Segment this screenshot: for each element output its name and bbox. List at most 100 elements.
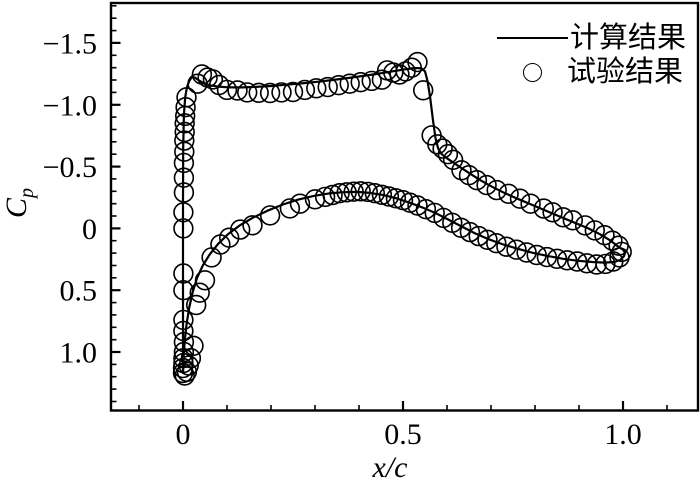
experimental-point — [350, 181, 371, 202]
legend-label-computed: 计算结果 — [570, 22, 687, 54]
experimental-point — [317, 76, 338, 98]
x-axis-label-text: x/c — [372, 451, 408, 484]
experimental-point — [216, 79, 238, 101]
experimental-point — [173, 263, 194, 284]
experimental-point — [173, 309, 194, 331]
y-tick-label: 0 — [82, 213, 97, 246]
experimental-point — [271, 82, 292, 103]
experimental-point — [385, 188, 407, 209]
x-axis-label: x/c — [330, 452, 450, 484]
experimental-point — [413, 80, 434, 101]
experimental-point — [294, 79, 316, 101]
experimental-point — [339, 73, 360, 94]
experimental-point — [242, 215, 263, 236]
experimental-point — [175, 96, 196, 118]
experimental-point — [322, 184, 343, 206]
experimental-point — [237, 82, 258, 103]
experimental-point — [498, 183, 519, 205]
experimental-point — [259, 205, 281, 226]
experimental-point — [173, 167, 195, 188]
experimental-point — [468, 225, 489, 247]
experimental-point — [584, 220, 605, 241]
experimental-point — [536, 246, 558, 268]
experimental-point — [174, 141, 195, 162]
experimental-point — [415, 199, 437, 220]
y-tick-label: −1.5 — [43, 27, 97, 60]
experimental-point — [364, 183, 385, 204]
experimental-point — [178, 355, 199, 376]
legend-item-experiment: 试验结果 — [497, 55, 686, 89]
y-axis-label-symbol: C — [0, 198, 33, 219]
experimental-point — [506, 239, 527, 260]
experimental-point — [486, 179, 507, 201]
line-marker-icon — [497, 37, 568, 39]
experimental-point — [186, 294, 207, 316]
x-tick-label: 1.0 — [604, 418, 642, 451]
experimental-point — [361, 70, 382, 92]
experimental-point — [566, 251, 588, 272]
experimental-point — [552, 207, 574, 228]
experimental-point — [401, 57, 422, 78]
experimental-point — [546, 248, 568, 269]
experimental-point — [289, 193, 311, 214]
circle-marker-icon — [523, 62, 542, 82]
experimental-point — [562, 210, 583, 231]
experimental-point — [189, 282, 210, 303]
experimental-point — [174, 130, 195, 151]
experimental-point — [586, 254, 607, 275]
experimental-point — [174, 113, 195, 134]
experimental-point — [432, 138, 453, 159]
experimental-point — [395, 61, 416, 82]
experimental-point — [173, 320, 194, 342]
experimental-point — [343, 181, 364, 202]
experimental-point — [611, 241, 632, 263]
experimental-point — [202, 69, 224, 90]
experimental-point — [476, 174, 497, 196]
experimental-point — [180, 348, 202, 369]
y-axis-label: Cp — [0, 174, 38, 232]
experimental-point — [371, 184, 393, 206]
experimental-point — [282, 81, 304, 103]
experimental-point — [176, 87, 197, 108]
experimental-point — [350, 71, 371, 93]
experimental-point — [437, 144, 459, 165]
experimental-point — [173, 218, 194, 239]
experimental-point — [574, 215, 596, 236]
legend-item-computed: 计算结果 — [497, 21, 686, 55]
experimental-point — [477, 229, 498, 251]
experimental-point — [173, 202, 194, 223]
experimental-point — [328, 74, 349, 96]
experimental-point — [459, 221, 481, 243]
experimental-point — [279, 198, 301, 219]
experimental-point — [219, 227, 240, 248]
experimental-point — [259, 82, 281, 104]
y-tick-label: 0.5 — [60, 275, 98, 308]
x-tick-label: 0 — [176, 418, 191, 451]
x-tick-label: 0.5 — [384, 418, 422, 451]
experimental-point — [187, 73, 208, 94]
experimental-point — [314, 186, 336, 208]
experimental-point — [357, 181, 378, 203]
experimental-point — [516, 242, 537, 263]
y-tick-label: −0.5 — [43, 151, 97, 184]
experimental-point — [556, 250, 578, 271]
experimental-point — [230, 219, 251, 240]
experimental-point — [336, 182, 357, 203]
experimental-point — [174, 121, 195, 143]
experimental-point — [173, 182, 195, 203]
experimental-point — [407, 51, 428, 73]
experimental-point — [329, 183, 350, 204]
experimental-point — [533, 198, 554, 219]
experimental-point — [173, 280, 194, 301]
experimental-point — [227, 80, 248, 101]
experimental-point — [466, 170, 488, 191]
experimental-point — [520, 193, 541, 214]
experimental-point — [526, 244, 547, 266]
experimental-point — [191, 64, 213, 85]
experimental-point — [183, 335, 204, 356]
experimental-point — [442, 149, 464, 171]
y-tick-label: −1.0 — [43, 89, 97, 122]
legend-label-experiment: 试验结果 — [567, 56, 684, 88]
